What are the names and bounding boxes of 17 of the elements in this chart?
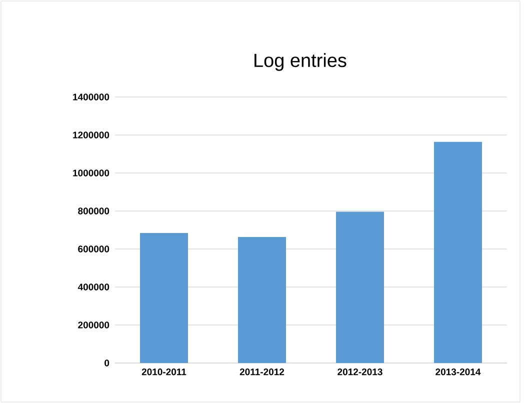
y-tick-label: 0 <box>104 360 110 366</box>
x-tick-label: 2013-2014 <box>436 368 481 376</box>
bar <box>238 237 286 363</box>
y-tick-label: 600000 <box>78 246 110 252</box>
y-tick-label: 200000 <box>78 322 110 328</box>
y-tick-label: 800000 <box>78 208 110 214</box>
y-tick-label: 400000 <box>78 284 110 290</box>
y-tick-label: 1200000 <box>73 132 110 138</box>
chart-title: Log entries <box>254 53 346 71</box>
x-tick-label: 2010-2011 <box>142 368 186 376</box>
y-tick-label: 1400000 <box>73 94 110 100</box>
x-tick-label: 2011-2012 <box>240 368 284 376</box>
bar <box>140 233 188 363</box>
bar <box>434 142 482 363</box>
y-tick-label: 1000000 <box>73 170 110 176</box>
x-tick-label: 2012-2013 <box>338 368 382 376</box>
bar <box>336 212 384 363</box>
